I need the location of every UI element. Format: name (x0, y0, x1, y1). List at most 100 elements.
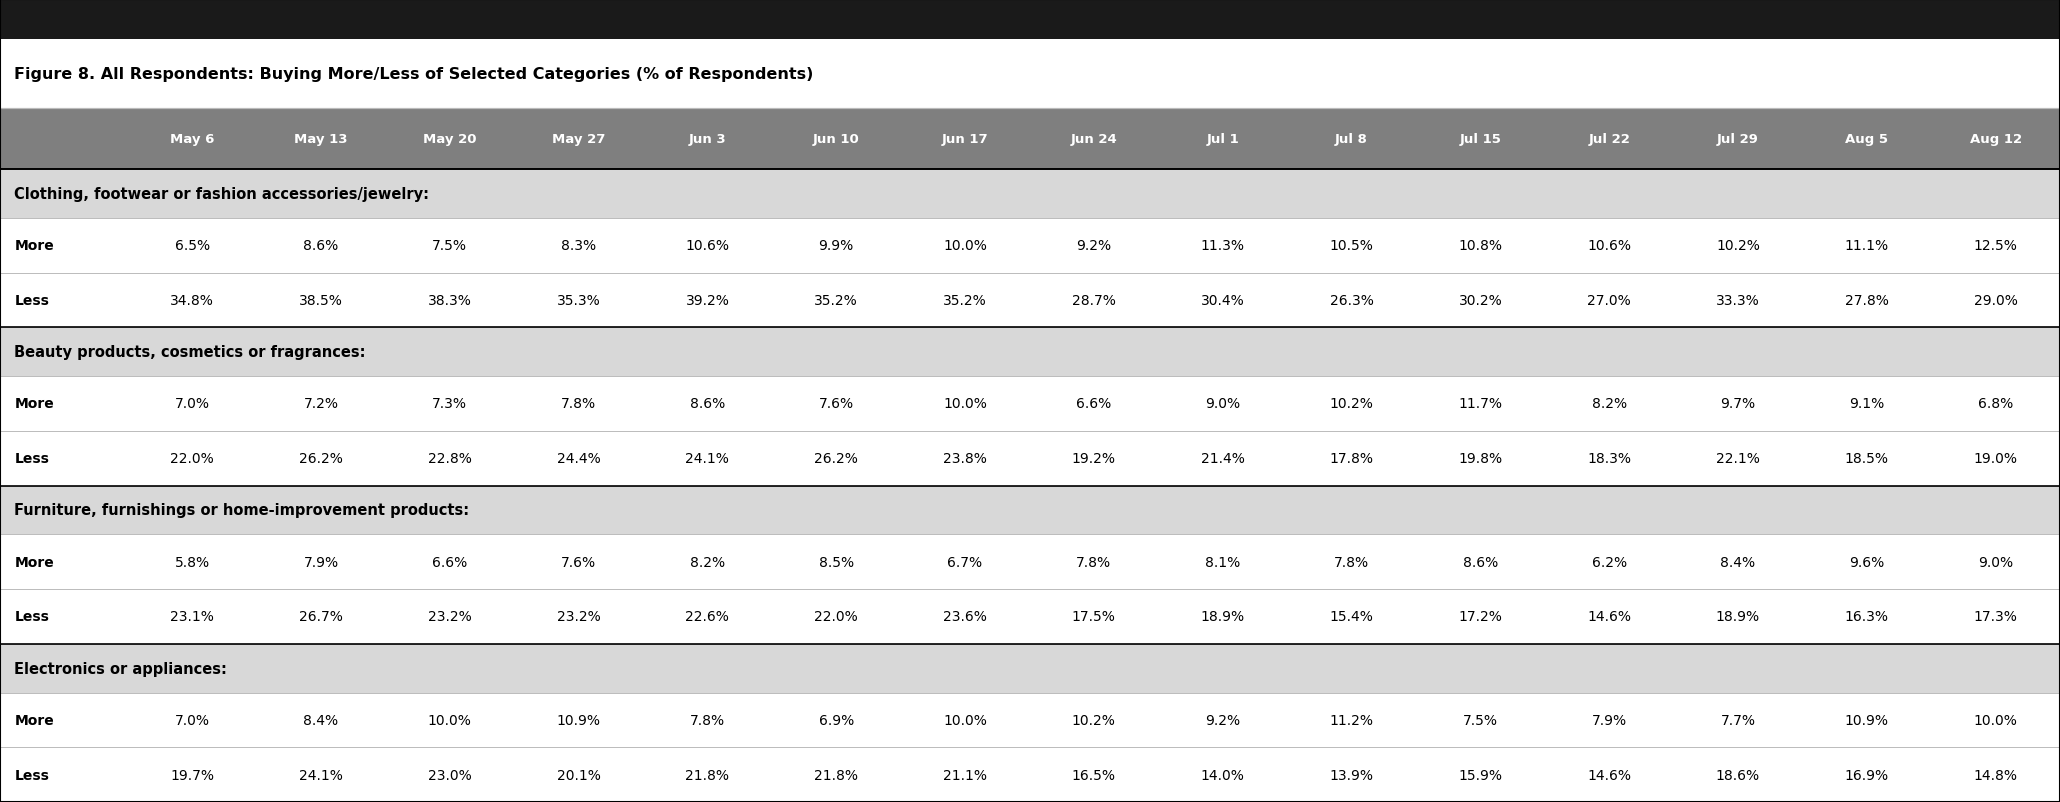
Text: 24.1%: 24.1% (299, 768, 342, 782)
Text: 15.9%: 15.9% (1458, 768, 1502, 782)
Text: 19.2%: 19.2% (1071, 452, 1117, 466)
Bar (0, 328, 2060, 377)
Text: 7.6%: 7.6% (818, 397, 853, 411)
Text: Aug 12: Aug 12 (1969, 133, 2021, 146)
Text: 17.2%: 17.2% (1458, 610, 1502, 624)
Text: 9.6%: 9.6% (1850, 555, 1885, 569)
Text: 22.0%: 22.0% (814, 610, 859, 624)
Text: 19.8%: 19.8% (1458, 452, 1502, 466)
Bar (0, 486, 2060, 535)
Text: 7.0%: 7.0% (175, 713, 210, 727)
Text: 16.5%: 16.5% (1071, 768, 1117, 782)
Text: 6.6%: 6.6% (433, 555, 468, 569)
Bar (0, 170, 2060, 219)
Text: Less: Less (14, 768, 49, 782)
Text: 35.2%: 35.2% (814, 294, 859, 307)
Text: 18.9%: 18.9% (1716, 610, 1759, 624)
Text: 10.2%: 10.2% (1329, 397, 1374, 411)
Bar (0, 40, 2060, 109)
Text: 21.1%: 21.1% (943, 768, 987, 782)
Text: 35.2%: 35.2% (943, 294, 987, 307)
Text: 26.2%: 26.2% (299, 452, 342, 466)
Text: 10.6%: 10.6% (686, 239, 729, 253)
Bar (0, 377, 2060, 431)
Text: More: More (14, 555, 54, 569)
Text: 21.8%: 21.8% (814, 768, 859, 782)
Text: 20.1%: 20.1% (556, 768, 602, 782)
Text: 7.8%: 7.8% (560, 397, 595, 411)
Text: 9.2%: 9.2% (1205, 713, 1240, 727)
Text: 23.2%: 23.2% (428, 610, 472, 624)
Text: 8.2%: 8.2% (1592, 397, 1627, 411)
Bar (0, 0, 2060, 40)
Text: 17.3%: 17.3% (1973, 610, 2017, 624)
Text: 10.2%: 10.2% (1716, 239, 1759, 253)
Text: 38.3%: 38.3% (428, 294, 472, 307)
Text: 13.9%: 13.9% (1329, 768, 1374, 782)
Text: Jun 10: Jun 10 (814, 133, 859, 146)
Text: 7.0%: 7.0% (175, 397, 210, 411)
Text: 7.7%: 7.7% (1720, 713, 1755, 727)
Text: 7.5%: 7.5% (433, 239, 468, 253)
Text: 23.0%: 23.0% (428, 768, 472, 782)
Text: 10.6%: 10.6% (1586, 239, 1632, 253)
Text: May 6: May 6 (169, 133, 214, 146)
Text: 22.8%: 22.8% (428, 452, 472, 466)
Text: 23.2%: 23.2% (556, 610, 599, 624)
Text: 39.2%: 39.2% (686, 294, 729, 307)
Text: 22.6%: 22.6% (686, 610, 729, 624)
Text: 11.2%: 11.2% (1329, 713, 1374, 727)
Text: 9.1%: 9.1% (1850, 397, 1885, 411)
Text: 27.8%: 27.8% (1846, 294, 1889, 307)
Text: Aug 5: Aug 5 (1846, 133, 1889, 146)
Text: 15.4%: 15.4% (1329, 610, 1374, 624)
Text: 27.0%: 27.0% (1588, 294, 1632, 307)
Text: 7.6%: 7.6% (560, 555, 595, 569)
Text: 9.0%: 9.0% (1205, 397, 1240, 411)
Text: 21.4%: 21.4% (1201, 452, 1244, 466)
Bar (0, 273, 2060, 328)
Bar (0, 693, 2060, 747)
Text: Jun 24: Jun 24 (1071, 133, 1117, 146)
Text: 6.5%: 6.5% (175, 239, 210, 253)
Text: 26.2%: 26.2% (814, 452, 859, 466)
Text: 16.9%: 16.9% (1844, 768, 1889, 782)
Text: 18.3%: 18.3% (1586, 452, 1632, 466)
Text: Jul 15: Jul 15 (1458, 133, 1502, 146)
Text: 10.0%: 10.0% (1973, 713, 2017, 727)
Text: Less: Less (14, 294, 49, 307)
Bar (0, 431, 2060, 486)
Text: 6.2%: 6.2% (1592, 555, 1627, 569)
Text: Less: Less (14, 610, 49, 624)
Text: Less: Less (14, 452, 49, 466)
Text: 12.5%: 12.5% (1973, 239, 2017, 253)
Text: Electronics or appliances:: Electronics or appliances: (14, 661, 227, 676)
Text: 8.2%: 8.2% (690, 555, 725, 569)
Text: 30.2%: 30.2% (1458, 294, 1502, 307)
Text: 23.6%: 23.6% (943, 610, 987, 624)
Text: 26.7%: 26.7% (299, 610, 342, 624)
Text: 14.8%: 14.8% (1973, 768, 2017, 782)
Text: 7.8%: 7.8% (690, 713, 725, 727)
Text: 9.9%: 9.9% (818, 239, 853, 253)
Text: 11.1%: 11.1% (1844, 239, 1889, 253)
Text: 30.4%: 30.4% (1201, 294, 1244, 307)
Bar (0, 109, 2060, 170)
Text: 10.0%: 10.0% (943, 713, 987, 727)
Text: 17.5%: 17.5% (1071, 610, 1117, 624)
Text: 10.5%: 10.5% (1329, 239, 1374, 253)
Text: 24.4%: 24.4% (556, 452, 599, 466)
Text: 7.8%: 7.8% (1075, 555, 1112, 569)
Text: Jul 8: Jul 8 (1335, 133, 1368, 146)
Text: More: More (14, 239, 54, 253)
Text: 38.5%: 38.5% (299, 294, 342, 307)
Text: 8.3%: 8.3% (560, 239, 595, 253)
Text: Jun 17: Jun 17 (941, 133, 989, 146)
Text: 7.9%: 7.9% (303, 555, 338, 569)
Text: 17.8%: 17.8% (1329, 452, 1374, 466)
Text: 19.0%: 19.0% (1973, 452, 2017, 466)
Bar (0, 219, 2060, 273)
Text: 7.5%: 7.5% (1463, 713, 1498, 727)
Text: 29.0%: 29.0% (1973, 294, 2017, 307)
Text: 10.0%: 10.0% (943, 397, 987, 411)
